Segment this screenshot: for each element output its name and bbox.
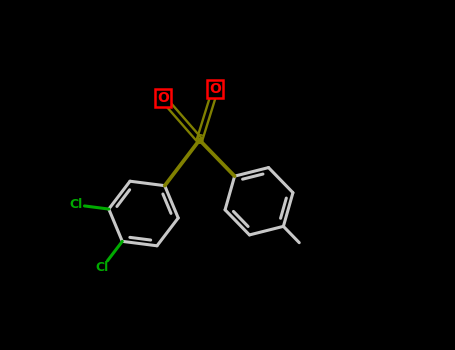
Text: O: O — [157, 91, 169, 105]
Text: Cl: Cl — [69, 198, 82, 211]
Text: S: S — [195, 133, 204, 147]
Text: O: O — [209, 82, 221, 96]
Text: Cl: Cl — [96, 261, 109, 274]
